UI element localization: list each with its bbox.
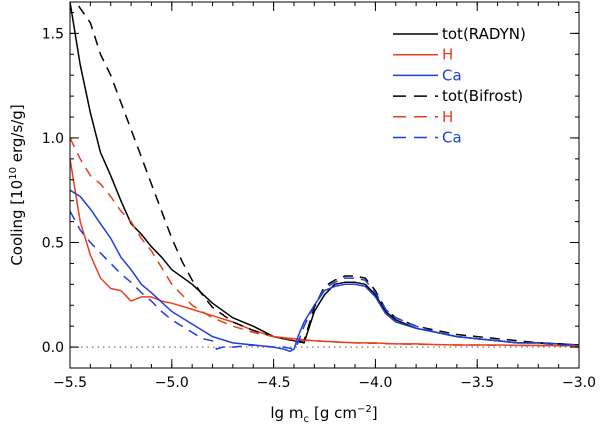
x-axis-label: lg mc [g cm−2] [270,404,377,425]
x-tick-label: −5.0 [155,375,189,391]
series-line-5 [70,137,579,347]
x-tick-label: −3.0 [562,375,596,391]
x-tick-label: −4.5 [257,375,291,391]
y-tick-label: 0.0 [42,340,64,356]
y-tick-label: 1.0 [42,131,64,147]
x-tick-label: −4.0 [358,375,392,391]
series-line-3 [70,189,579,353]
y-axis-label: Cooling [1010 erg/s/g] [8,104,26,265]
legend: tot(RADYN) H Ca tot(Bifrost) H Ca [393,25,526,147]
y-tick-label: 1.5 [42,26,64,42]
y-tick-label: 0.5 [42,236,64,252]
legend-label-6: Ca [442,129,462,147]
x-tick-label: −3.5 [460,375,494,391]
axis-ticks: −5.5 −5.0 −4.5 −4.0 −3.5 −3.0 0.0 0.5 1.0 1.5 [42,2,596,391]
x-tick-label: −5.5 [53,375,87,391]
legend-label-1: tot(RADYN) [442,25,526,43]
legend-label-4: tot(Bifrost) [442,87,523,105]
legend-label-5: H [442,108,453,126]
series-line-6 [70,210,579,350]
plot-area [70,2,579,353]
series-layer [70,2,579,353]
plot-frame [69,1,580,369]
legend-label-2: H [442,46,453,64]
legend-label-3: Ca [442,66,462,84]
